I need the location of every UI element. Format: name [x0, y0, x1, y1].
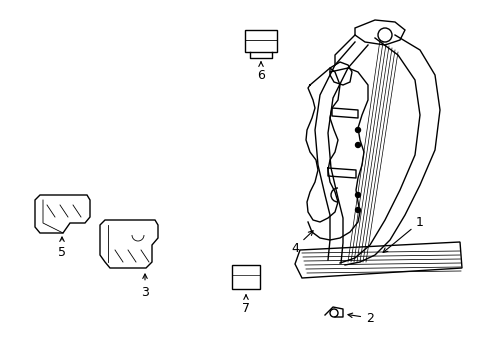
Text: 6: 6 [257, 62, 264, 81]
Polygon shape [35, 195, 90, 233]
Text: 3: 3 [141, 274, 149, 298]
Circle shape [355, 127, 360, 132]
Circle shape [355, 207, 360, 212]
Bar [244, 30, 276, 52]
Polygon shape [354, 20, 404, 45]
Text: 5: 5 [58, 237, 66, 258]
Polygon shape [329, 62, 351, 85]
Text: 1: 1 [382, 216, 423, 252]
Bar [231, 265, 260, 289]
Circle shape [355, 143, 360, 148]
Polygon shape [100, 220, 158, 268]
Text: 4: 4 [290, 231, 312, 255]
Circle shape [355, 193, 360, 198]
Polygon shape [294, 242, 461, 278]
Text: 2: 2 [347, 311, 373, 324]
Text: 7: 7 [242, 295, 249, 315]
